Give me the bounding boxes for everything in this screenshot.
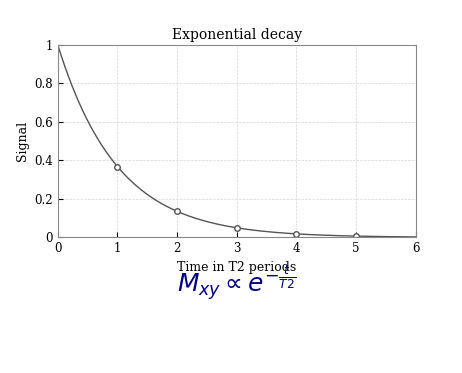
- X-axis label: Time in T2 periods: Time in T2 periods: [177, 261, 297, 274]
- Title: Exponential decay: Exponential decay: [172, 28, 302, 42]
- Text: $M_{xy} \propto e^{-\frac{t}{T2}}$: $M_{xy} \propto e^{-\frac{t}{T2}}$: [177, 264, 296, 303]
- Y-axis label: Signal: Signal: [16, 121, 29, 161]
